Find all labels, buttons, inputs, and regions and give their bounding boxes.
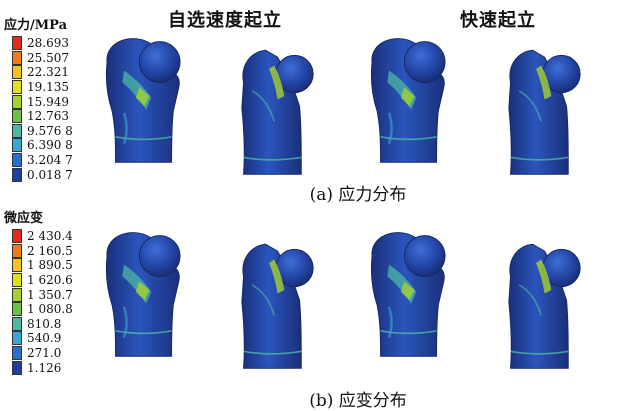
femur-strain-fast-back [509, 244, 580, 368]
femur-strain-fast-front [371, 233, 445, 357]
caption-stress: (a) 应力分布 [258, 180, 458, 205]
femur-stress-self-front [106, 39, 180, 163]
femur-stress-self-back [242, 50, 313, 174]
femur-strain-self-back [242, 244, 313, 368]
femur-stress-fast-front [371, 39, 445, 163]
femur-stress-fast-back [509, 50, 580, 174]
caption-strain: (b) 应变分布 [258, 386, 458, 411]
femur-strain-self-front [106, 233, 180, 357]
